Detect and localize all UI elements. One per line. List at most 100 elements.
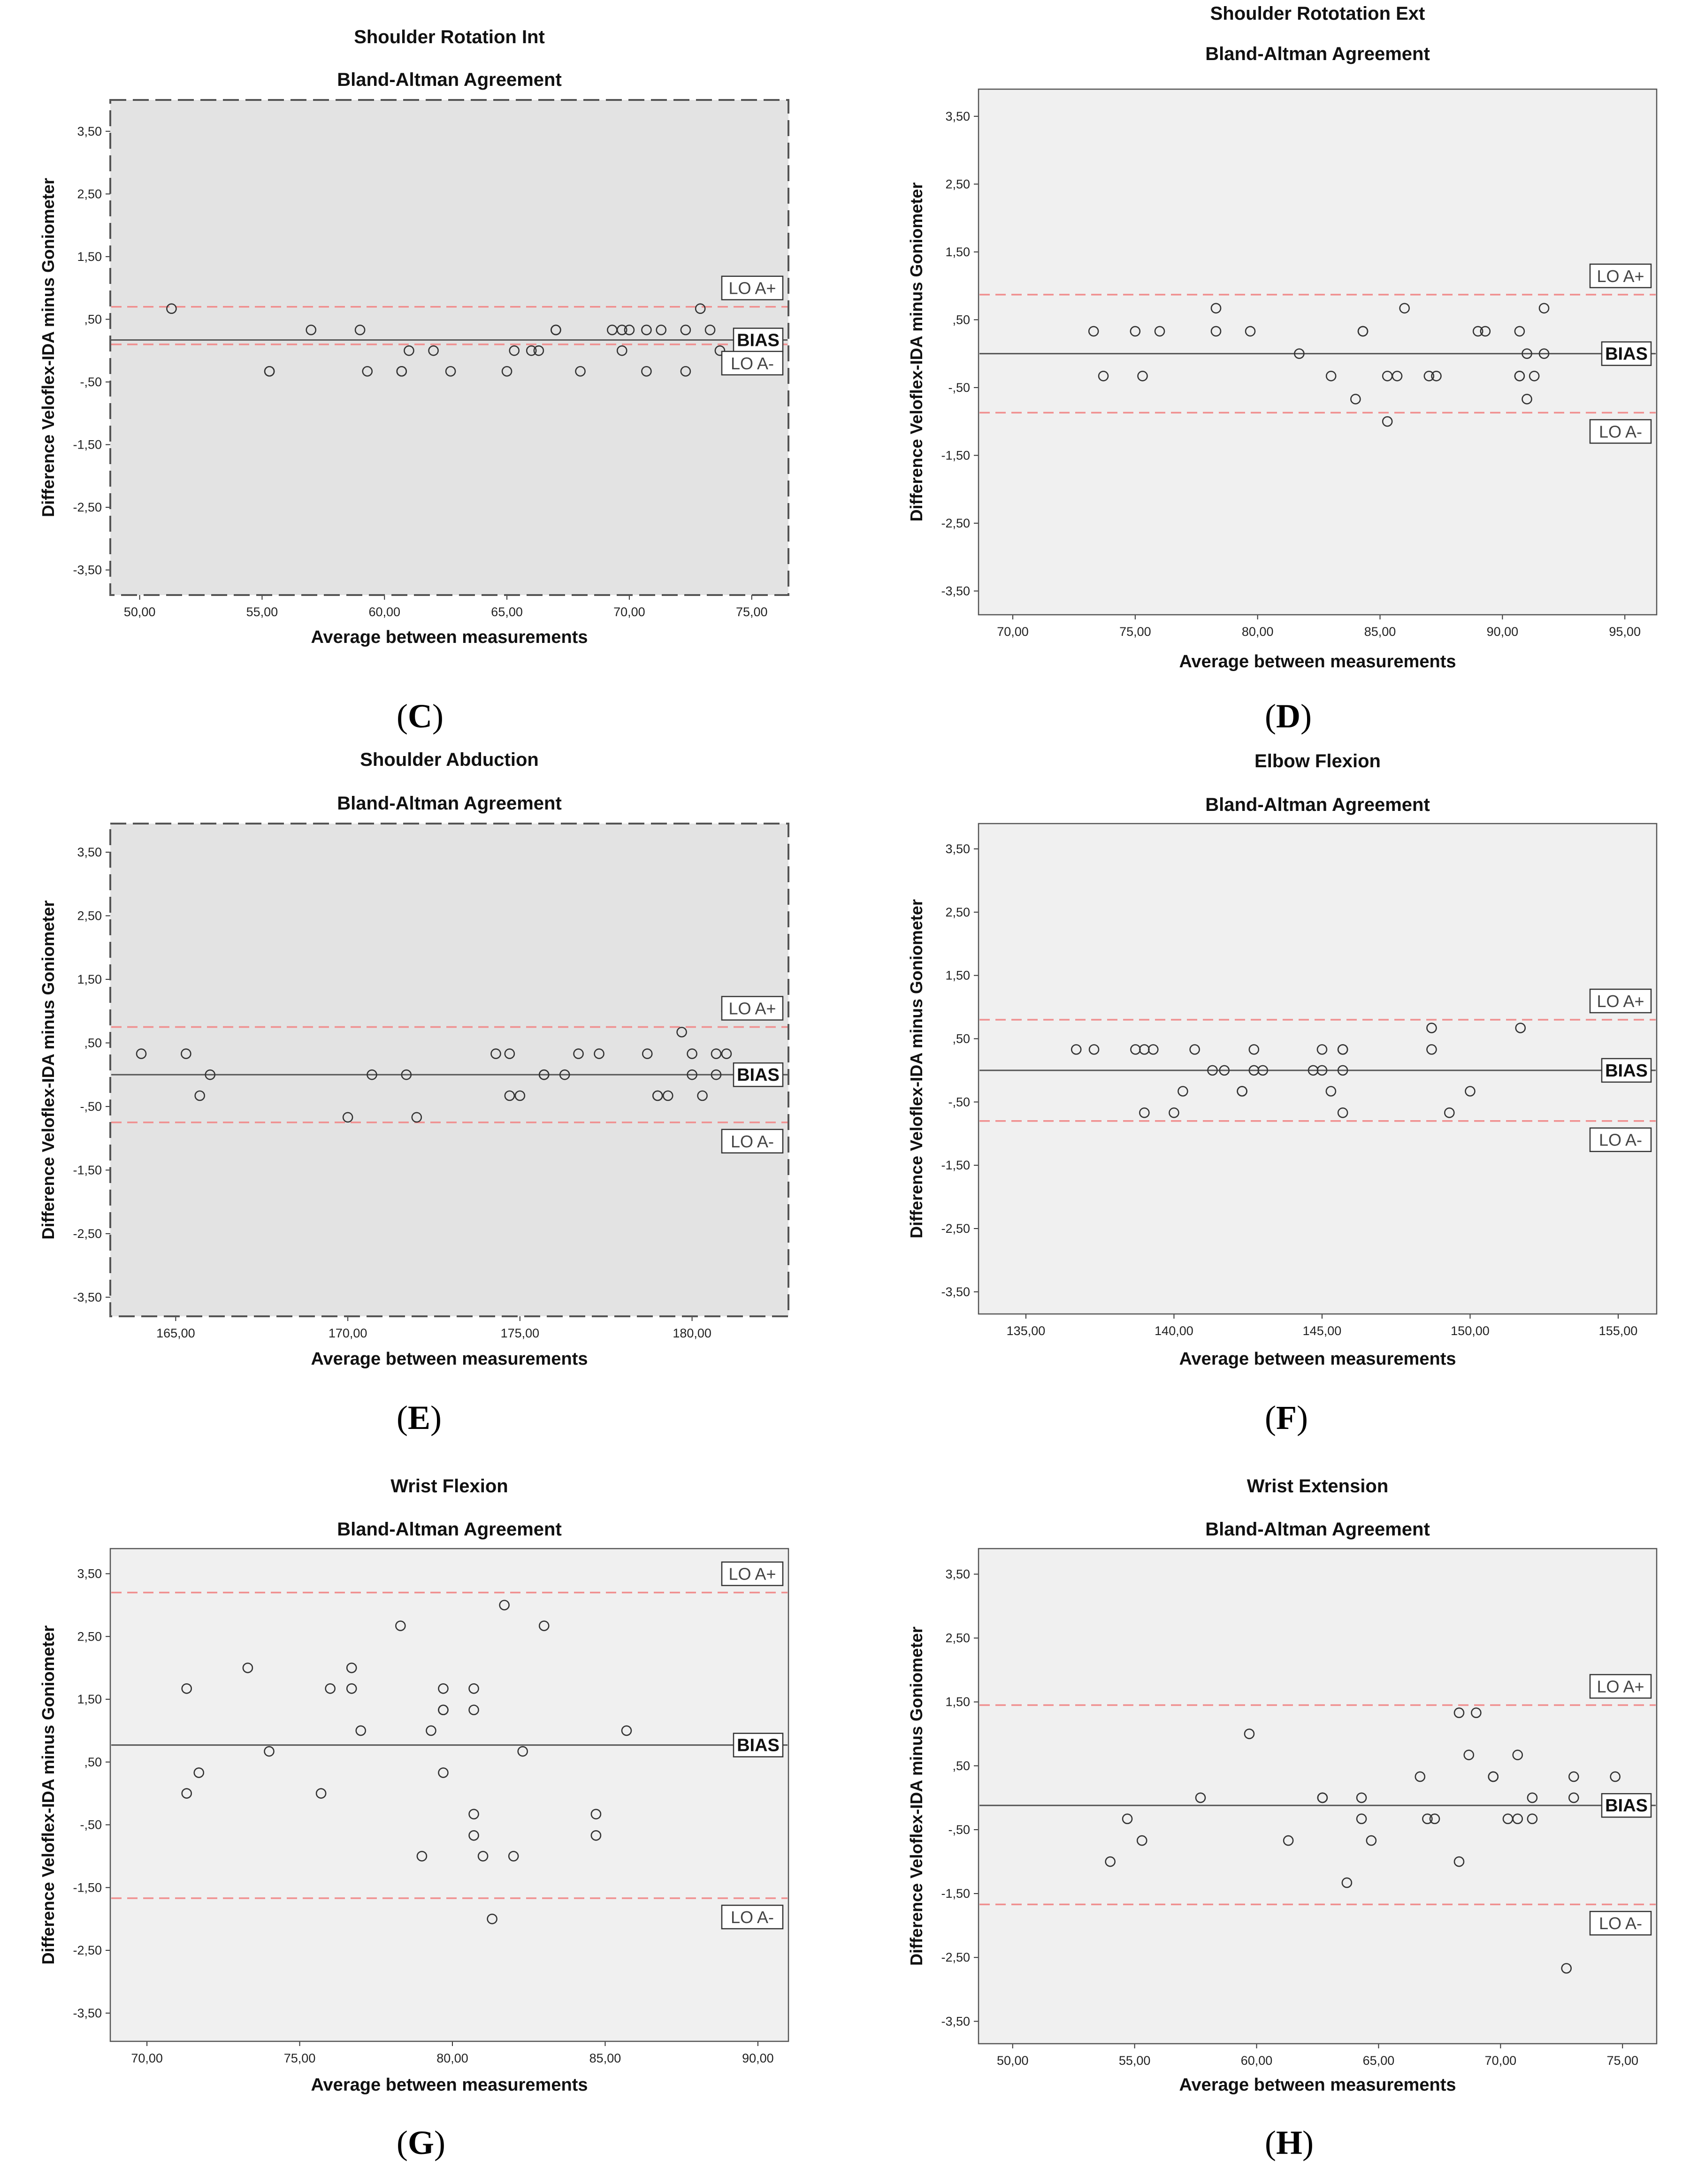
data-point — [242, 1662, 253, 1673]
y-tick-label: -2,50 — [73, 500, 102, 514]
data-point — [1527, 1813, 1538, 1825]
data-point — [499, 1600, 510, 1611]
data-point — [490, 1048, 501, 1059]
data-point — [1341, 1877, 1353, 1888]
data-point — [1244, 1728, 1255, 1740]
loa-lower-label-box — [721, 351, 784, 376]
data-point — [1105, 1856, 1116, 1867]
panel-g: Wrist Flexion Bland-Altman Agreement 3,50 2… — [38, 1476, 789, 2161]
data-point — [1515, 1023, 1526, 1033]
y-tick-label: -2,50 — [941, 1950, 970, 1964]
chart-title: Wrist Extension — [1247, 1476, 1389, 1497]
x-tick-label: 90,00 — [1487, 625, 1519, 639]
bias-label-box — [1601, 1793, 1652, 1818]
loa-upper-label: LO A+ — [721, 275, 784, 300]
panel-letter-value: F — [1276, 1399, 1297, 1436]
x-axis-label: Average between measurements — [311, 1349, 588, 1369]
y-tick-label: ,50 — [952, 1759, 970, 1773]
x-tick-label: 65,00 — [1363, 2054, 1395, 2068]
data-point — [1480, 326, 1491, 337]
panel-letter-value: E — [408, 1399, 430, 1436]
data-point — [193, 1767, 205, 1778]
plot-frame — [978, 88, 1658, 616]
y-tick-label: 3,50 — [945, 109, 970, 123]
y-axis-label: Difference Veloflex-IDA minus Goniometer — [38, 1626, 58, 1965]
data-point — [438, 1767, 449, 1778]
data-point — [1219, 1065, 1230, 1076]
data-point — [1136, 1835, 1147, 1846]
data-point — [538, 1620, 550, 1631]
loa-upper-label: LO A+ — [721, 1561, 784, 1586]
y-tick-label: -1,50 — [73, 1880, 102, 1894]
loa-lower-label-text: LO A- — [731, 354, 774, 373]
data-point — [697, 1090, 708, 1101]
bias-label: BIAS — [733, 328, 784, 352]
loa-lower-label-box — [721, 1904, 784, 1930]
x-tick-label: 70,00 — [997, 625, 1029, 639]
x-tick-label: 70,00 — [613, 605, 645, 619]
data-point — [1154, 326, 1165, 337]
loa-upper-label-box — [721, 996, 784, 1021]
loa-lower-label: LO A- — [1589, 1910, 1652, 1936]
data-point — [1512, 1813, 1523, 1825]
data-point — [416, 1851, 428, 1862]
y-tick-label: -,50 — [80, 375, 102, 389]
y-tick-label: 1,50 — [77, 250, 102, 264]
data-point — [1137, 371, 1148, 382]
loa-lower-label: LO A- — [721, 1129, 784, 1154]
data-point — [1189, 1044, 1200, 1055]
data-point — [1088, 326, 1099, 337]
bias-label-box — [1601, 341, 1652, 366]
loa-upper-label-text: LO A+ — [728, 279, 776, 298]
data-point — [1356, 1792, 1367, 1803]
x-axis-label: Average between measurements — [1179, 2075, 1456, 2095]
data-point — [1512, 1749, 1523, 1760]
loa-lower-label-box — [721, 1129, 784, 1154]
chart-subtitle: Bland-Altman Agreement — [337, 69, 562, 90]
loa-upper-label-box — [1589, 1674, 1652, 1699]
y-tick-label: 3,50 — [77, 124, 102, 138]
data-point — [1429, 1813, 1440, 1825]
data-point — [504, 1090, 515, 1101]
y-tick-label: -2,50 — [941, 516, 970, 530]
data-point — [1426, 1044, 1437, 1055]
y-tick-label: -,50 — [80, 1100, 102, 1114]
chart-subtitle: Bland-Altman Agreement — [1205, 1519, 1430, 1540]
plot-area — [110, 824, 788, 1316]
data-point — [711, 1069, 722, 1080]
panel-f: Elbow Flexion Bland-Altman Agreement 3,50 2… — [907, 751, 1658, 1436]
loa-upper-label-text: LO A+ — [1597, 992, 1644, 1011]
bias-label-box — [1601, 1058, 1652, 1083]
bias-label: BIAS — [1601, 1793, 1652, 1818]
data-point — [1568, 1771, 1579, 1782]
x-tick-label: 170,00 — [329, 1326, 367, 1340]
loa-upper-label-text: LO A+ — [1597, 1677, 1644, 1696]
data-point — [1207, 1065, 1218, 1076]
data-point — [1316, 1044, 1328, 1055]
data-point — [1257, 1065, 1269, 1076]
panel-c: Shoulder Rotation Int Bland-Altman Agreem… — [38, 27, 789, 735]
y-tick-label: -1,50 — [941, 1158, 970, 1172]
chart-title: Shoulder Rotation Int — [354, 27, 545, 47]
x-tick-label: 60,00 — [1241, 2054, 1273, 2068]
data-point — [538, 1069, 550, 1080]
y-tick-label: ,50 — [952, 1031, 970, 1046]
data-point — [559, 1069, 570, 1080]
y-tick-label: 3,50 — [77, 1567, 102, 1581]
data-point — [1538, 303, 1550, 314]
y-tick-label: 1,50 — [945, 245, 970, 259]
data-point — [438, 1704, 449, 1716]
data-point — [509, 345, 520, 356]
data-point — [1337, 1044, 1348, 1055]
loa-upper-label: LO A+ — [1589, 988, 1652, 1014]
plot-area — [979, 89, 1657, 615]
data-point — [1357, 326, 1369, 337]
data-point — [1610, 1771, 1621, 1782]
loa-lower-label-box — [1589, 419, 1652, 444]
data-point — [1283, 1835, 1294, 1846]
data-point — [1488, 1771, 1499, 1782]
y-tick-label: 1,50 — [945, 1695, 970, 1709]
data-point — [508, 1851, 519, 1862]
data-point — [1522, 394, 1532, 405]
y-axis-label: Difference Veloflex-IDA minus Goniometer — [907, 1627, 926, 1966]
